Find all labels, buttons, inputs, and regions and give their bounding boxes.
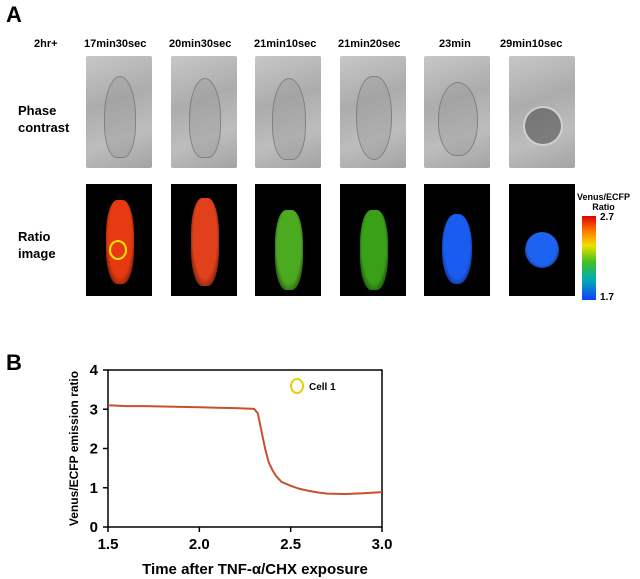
ratio-cell-3 [275, 210, 303, 290]
ratio-image-6 [509, 184, 575, 296]
legend-marker [290, 378, 304, 394]
y-tick-label-3: 3 [90, 401, 98, 418]
x-tick-label-3: 3.0 [372, 536, 393, 553]
ratio-cell-2 [191, 198, 219, 286]
ratio-image-4 [340, 184, 406, 296]
x-tick-label-1: 2.0 [189, 536, 210, 553]
y-tick-label-2: 2 [90, 441, 98, 458]
plot-frame [107, 369, 383, 528]
y-tick-label-4: 4 [90, 362, 99, 379]
row-label-phase-contrast: Phase contrast [18, 103, 70, 135]
colorbar-max-label: 2.7 [600, 212, 614, 223]
y-tick-label-1: 1 [90, 480, 98, 497]
time-label-6: 29min10sec [500, 38, 563, 50]
time-label-3: 21min10sec [254, 38, 317, 50]
series-line-0 [107, 404, 383, 496]
y-axis-label: Venus/ECFP emission ratio [67, 371, 81, 526]
phase-contrast-image-1 [86, 56, 152, 168]
cell-1-roi-marker [109, 240, 127, 260]
x-tick-label-0: 1.5 [98, 536, 119, 553]
ratio-cell-6 [525, 232, 559, 268]
row-label-ratio-image: Ratio image [18, 229, 56, 261]
colorbar-gradient [582, 216, 596, 300]
ratio-cell-5 [442, 214, 472, 284]
legend-label: Cell 1 [309, 382, 336, 393]
x-axis-label: Time after TNF-α/CHX exposure [142, 561, 368, 578]
x-tick-label-2: 2.5 [280, 536, 301, 553]
ratio-cell-4 [360, 210, 388, 290]
ratio-image-2 [171, 184, 237, 296]
phase-contrast-image-2 [171, 56, 237, 168]
phase-contrast-image-3 [255, 56, 321, 168]
time-label-5: 23min [439, 38, 471, 50]
ratio-image-5 [424, 184, 490, 296]
emission-ratio-chart: 1.5 2.0 2.5 3.0 0 1 2 3 4 Time after TNF-α/CHX ex… [67, 362, 393, 578]
colorbar-min-label: 1.7 [600, 292, 614, 303]
time-label-4: 21min20sec [338, 38, 401, 50]
ratio-image-3 [255, 184, 321, 296]
panel-a-letter: A [6, 2, 22, 27]
phase-contrast-image-4 [340, 56, 406, 168]
time-label-2: 20min30sec [169, 38, 232, 50]
time-label-1: 17min30sec [84, 38, 147, 50]
phase-contrast-image-5 [424, 56, 490, 168]
panel-b-letter: B [6, 350, 22, 375]
time-prefix-label: 2hr+ [34, 38, 58, 50]
ratio-image-1 [86, 184, 152, 296]
colorbar-title: Venus/ECFP Ratio [577, 192, 631, 212]
phase-contrast-image-6 [509, 56, 575, 168]
y-tick-label-0: 0 [90, 519, 98, 536]
